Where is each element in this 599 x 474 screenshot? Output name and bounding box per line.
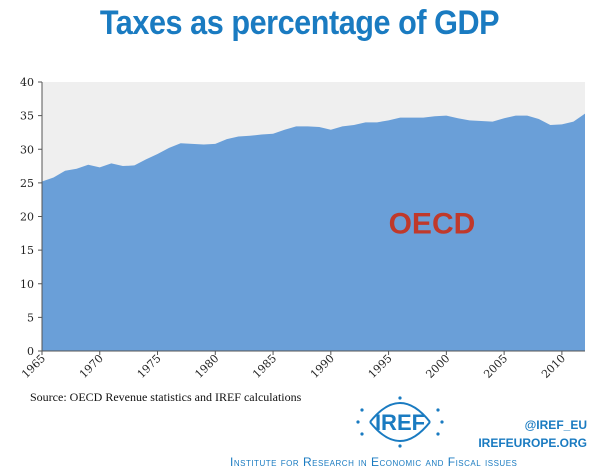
x-tick-label: 1975	[135, 352, 164, 381]
y-tick-label: 15	[20, 244, 34, 257]
source-note: Source: OECD Revenue statistics and IREF…	[30, 390, 302, 404]
x-tick-label: 1965	[19, 352, 48, 381]
x-tick-label: 1990	[308, 352, 337, 381]
y-tick-label: 40	[20, 76, 34, 89]
twitter-handle[interactable]: @IREF_EU	[524, 418, 587, 432]
institute-name: Institute for Research in Economic and F…	[230, 455, 518, 469]
y-tick-label: 35	[20, 110, 34, 123]
iref-logo: IREF	[356, 396, 444, 448]
website-link[interactable]: IREFEUROPE.ORG	[478, 436, 587, 450]
x-tick-label: 2005	[481, 352, 510, 381]
x-tick-label: 1995	[366, 352, 395, 381]
y-tick-label: 10	[20, 278, 34, 291]
area-layer	[42, 113, 585, 351]
y-tick-label: 30	[20, 143, 34, 156]
x-tick-labels: 1965 1970 1975 1980 1985 1990 1995 2000 2005 2010	[19, 351, 568, 381]
logo-text: IREF	[375, 410, 425, 435]
oecd-area	[42, 113, 585, 351]
x-tick-label: 1980	[192, 352, 221, 381]
x-tick-label: 1970	[77, 352, 106, 381]
chart-title: Taxes as percentage of GDP	[99, 4, 500, 42]
y-tick-label: 25	[20, 177, 34, 190]
x-tick-label: 2000	[423, 352, 452, 381]
logo-stars	[356, 396, 444, 448]
logo-arcs	[369, 402, 431, 442]
y-tick-label: 5	[27, 311, 34, 324]
series-label-oecd: OECD	[389, 207, 476, 240]
x-tick-label: 2010	[539, 352, 568, 381]
y-tick-labels: 0 5 10 15 20 25 30 35 40	[20, 76, 42, 358]
y-tick-label: 0	[27, 345, 34, 358]
x-tick-label: 1985	[250, 352, 279, 381]
y-tick-label: 20	[20, 211, 34, 224]
